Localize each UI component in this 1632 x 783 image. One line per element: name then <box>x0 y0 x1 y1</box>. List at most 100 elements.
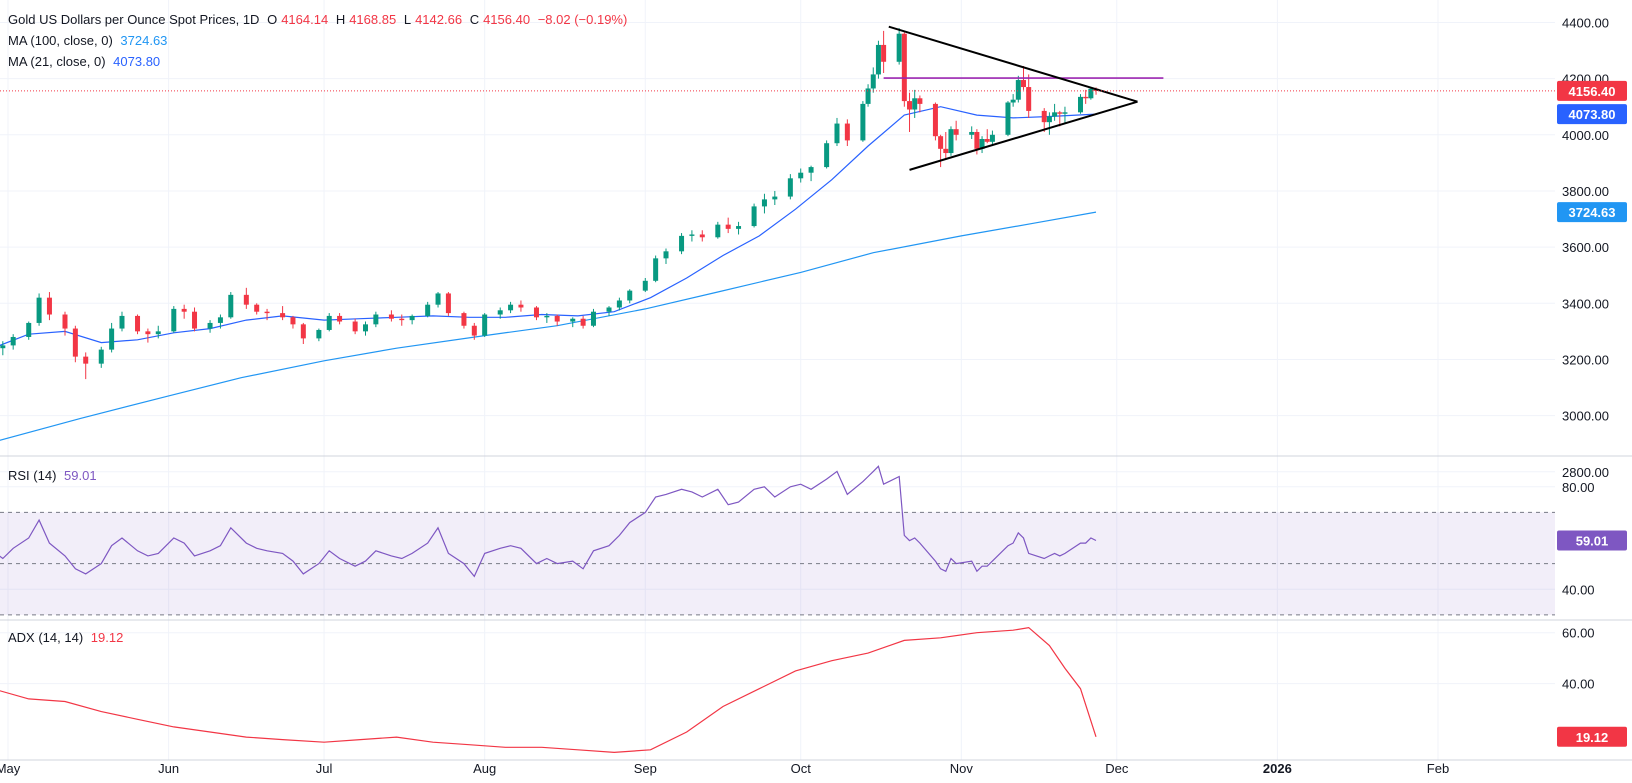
rsi-tick-1: 40.00 <box>1562 582 1595 597</box>
candle-body <box>264 311 270 314</box>
candle <box>181 304 187 319</box>
candle-body <box>616 300 622 308</box>
rsi-line <box>0 465 1097 578</box>
candle <box>917 95 923 113</box>
price-tick-2: 4000.00 <box>1562 128 1609 143</box>
candle <box>984 129 990 144</box>
adx-line <box>0 626 1097 754</box>
candle-body <box>917 98 923 104</box>
candle <box>26 321 32 340</box>
candle-body <box>642 280 648 291</box>
candle-body <box>461 313 467 326</box>
candle <box>145 328 151 343</box>
candle-body <box>0 345 6 349</box>
adx-value: 19.12 <box>90 630 124 645</box>
candle-body <box>715 224 721 238</box>
candle-body <box>326 315 332 330</box>
candle-body <box>373 314 379 325</box>
candle-body <box>409 315 415 321</box>
candle-body <box>98 349 104 364</box>
high-value: 4168.85 <box>349 12 397 27</box>
candle-body <box>316 329 322 339</box>
candle <box>1005 101 1011 137</box>
ma21-value: 4073.80 <box>113 54 161 69</box>
candle-body <box>679 235 685 252</box>
candle-body <box>824 143 830 168</box>
candle-body <box>1021 80 1027 88</box>
time-label-9: Feb <box>1427 761 1449 776</box>
candle <box>932 102 938 141</box>
candle-body <box>145 331 151 335</box>
time-label-5: Oct <box>791 761 812 776</box>
candle <box>0 341 6 356</box>
candle <box>207 320 213 333</box>
candle-body <box>445 293 451 314</box>
candle <box>290 315 296 329</box>
candle-body <box>989 134 995 142</box>
candle <box>482 313 488 337</box>
candle <box>445 292 451 316</box>
candle <box>1078 94 1083 114</box>
candle <box>399 314 405 326</box>
candle <box>943 131 949 159</box>
candle-body <box>663 251 669 259</box>
candle <box>46 292 52 321</box>
candle <box>901 32 907 107</box>
price-tick-5: 3400.00 <box>1562 296 1609 311</box>
candle <box>264 308 270 321</box>
price-tick-6: 3200.00 <box>1562 352 1609 367</box>
candle <box>544 313 550 323</box>
rsi-tick-0: 80.00 <box>1562 480 1595 495</box>
adx-tick-1: 40.00 <box>1562 677 1595 692</box>
price-tick-4: 3600.00 <box>1562 240 1609 255</box>
close-value: 4156.40 <box>483 12 531 27</box>
candle-body <box>399 318 405 321</box>
candle <box>881 30 887 74</box>
candle <box>642 278 648 293</box>
candle-body <box>1062 112 1068 114</box>
candle-body <box>181 308 187 312</box>
candle <box>352 318 358 335</box>
candle-body <box>26 322 32 337</box>
price-tick-8: 2800.00 <box>1562 465 1609 480</box>
candle <box>83 352 89 380</box>
candle-body <box>207 322 213 329</box>
candle <box>435 292 441 308</box>
candle-body <box>1041 110 1047 123</box>
candle <box>772 190 778 205</box>
candle-body <box>72 328 78 357</box>
rsi-axis-tag: 59.01 <box>1576 534 1609 549</box>
candle <box>627 289 633 304</box>
candle-body <box>83 356 89 364</box>
candle <box>979 136 985 154</box>
candle-body <box>570 318 576 322</box>
candle-body <box>497 310 503 315</box>
candle-body <box>580 318 586 326</box>
candle <box>1083 89 1089 104</box>
candle <box>875 40 881 79</box>
candle <box>300 322 306 344</box>
candle <box>725 217 731 234</box>
candle-body <box>471 325 477 336</box>
price-axis-tag-1-bg <box>1557 104 1627 125</box>
candle-body <box>896 33 902 62</box>
candle <box>1015 75 1021 103</box>
candle-body <box>969 131 975 135</box>
time-label-6: Nov <box>950 761 974 776</box>
candle <box>808 165 814 182</box>
candle <box>171 306 177 333</box>
candle-body <box>337 315 343 322</box>
candle <box>62 311 68 336</box>
candle <box>243 287 249 309</box>
candle-body <box>979 139 985 149</box>
price-tick-0: 4400.00 <box>1562 15 1609 30</box>
ma100-legend: MA (100, close, 0) 3724.63 <box>8 31 171 51</box>
candle <box>580 315 586 329</box>
candle <box>109 322 115 353</box>
candle <box>497 307 503 319</box>
candle-body <box>912 98 918 110</box>
candle-body <box>606 307 612 312</box>
candle <box>736 221 742 235</box>
candle-body <box>482 314 488 336</box>
